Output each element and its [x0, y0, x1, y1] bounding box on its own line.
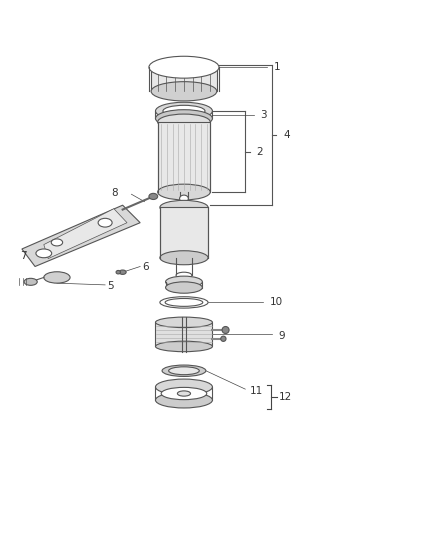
Ellipse shape: [158, 184, 210, 200]
Text: 12: 12: [279, 392, 292, 402]
Ellipse shape: [149, 193, 158, 199]
Ellipse shape: [155, 317, 212, 328]
Ellipse shape: [166, 276, 202, 287]
Ellipse shape: [151, 82, 217, 101]
Ellipse shape: [44, 272, 70, 283]
Text: 4: 4: [284, 130, 290, 140]
Ellipse shape: [160, 297, 208, 308]
Ellipse shape: [176, 202, 192, 208]
Polygon shape: [22, 205, 140, 266]
Ellipse shape: [177, 391, 191, 396]
Polygon shape: [44, 209, 127, 259]
Text: 6: 6: [142, 262, 149, 271]
Ellipse shape: [158, 114, 210, 130]
Text: 8: 8: [112, 188, 118, 198]
Ellipse shape: [160, 200, 208, 214]
Text: 7: 7: [21, 251, 27, 261]
Ellipse shape: [169, 367, 199, 375]
FancyBboxPatch shape: [158, 122, 210, 192]
FancyBboxPatch shape: [151, 67, 217, 91]
Ellipse shape: [151, 58, 217, 77]
Ellipse shape: [24, 278, 37, 285]
Ellipse shape: [98, 219, 112, 227]
Ellipse shape: [160, 251, 208, 265]
Ellipse shape: [155, 392, 212, 408]
Text: 10: 10: [269, 297, 283, 308]
Ellipse shape: [163, 106, 205, 117]
Ellipse shape: [221, 336, 226, 342]
Ellipse shape: [149, 56, 219, 78]
Ellipse shape: [161, 387, 207, 400]
Ellipse shape: [171, 389, 197, 398]
Text: 11: 11: [250, 386, 263, 396]
FancyBboxPatch shape: [160, 207, 208, 258]
Ellipse shape: [51, 239, 63, 246]
Ellipse shape: [165, 298, 203, 306]
Text: 1: 1: [274, 62, 280, 72]
Text: 5: 5: [107, 281, 114, 291]
FancyBboxPatch shape: [155, 322, 212, 346]
Ellipse shape: [155, 379, 212, 395]
Ellipse shape: [116, 270, 120, 274]
Text: 9: 9: [278, 330, 285, 341]
Ellipse shape: [36, 249, 52, 258]
Ellipse shape: [222, 327, 229, 334]
Ellipse shape: [162, 365, 206, 376]
Ellipse shape: [119, 270, 126, 274]
Text: 3: 3: [260, 109, 266, 119]
Ellipse shape: [176, 272, 192, 278]
Ellipse shape: [166, 282, 202, 293]
Ellipse shape: [180, 195, 188, 202]
Text: 2: 2: [256, 147, 263, 157]
Ellipse shape: [155, 102, 212, 120]
Ellipse shape: [155, 341, 212, 352]
Ellipse shape: [155, 110, 212, 127]
